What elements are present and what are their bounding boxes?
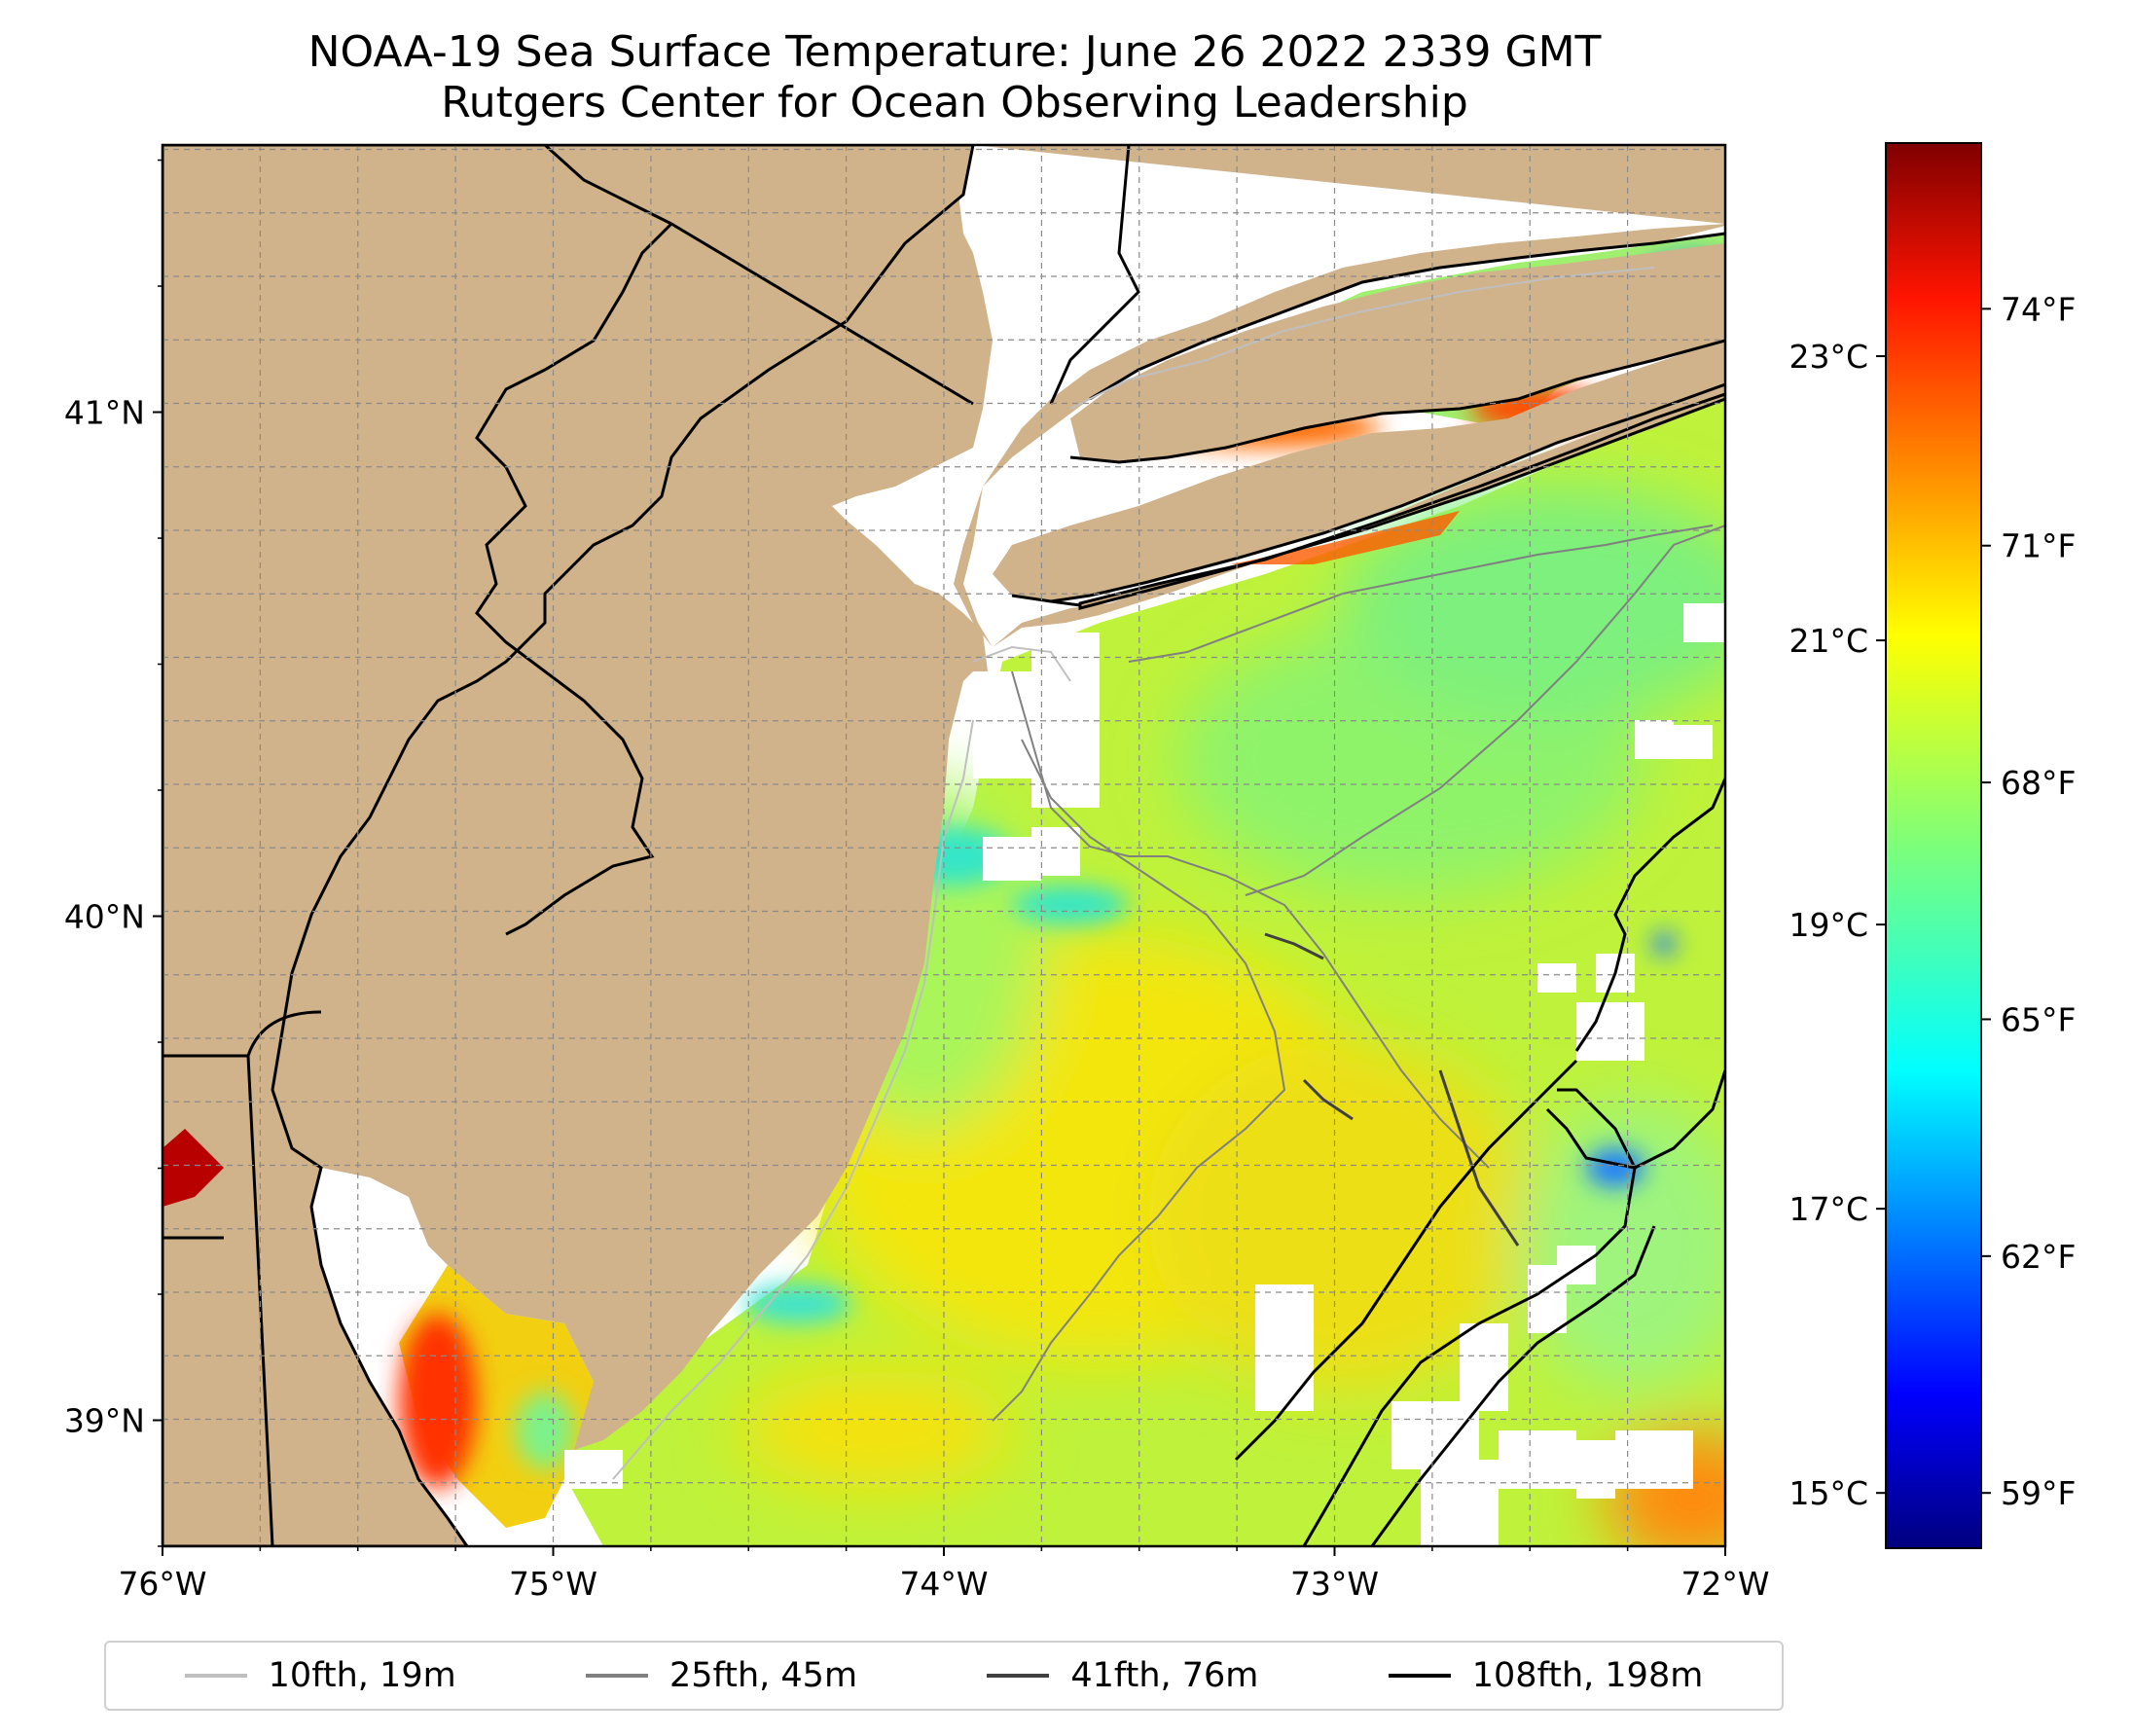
colorbar-c-label: 21°C: [1789, 622, 1868, 660]
lon-tick-label: 75°W: [509, 1565, 597, 1603]
depth-contours: [612, 267, 1725, 1546]
colorbar-f-label: 59°F: [2001, 1474, 2076, 1512]
colorbar-f-label: 62°F: [2001, 1238, 2076, 1276]
depth-legend: 10fth, 19m 25fth, 45m 41fth, 76m 108fth, 19…: [104, 1641, 1784, 1711]
colorbar-f-label: 68°F: [2001, 764, 2076, 802]
legend-item: 25fth, 45m: [586, 1656, 857, 1695]
map-panel: [163, 145, 1725, 1546]
colorbar-f-label: 71°F: [2001, 527, 2076, 565]
colorbar-c-label: 15°C: [1789, 1474, 1868, 1512]
legend-label: 41fth, 76m: [1070, 1656, 1259, 1695]
colorbar: [1885, 142, 1982, 1549]
lat-tick-label: 40°N: [64, 898, 145, 936]
legend-item: 41fth, 76m: [987, 1656, 1258, 1695]
marsh-patch: [163, 1129, 224, 1207]
legend-label: 25fth, 45m: [669, 1656, 858, 1695]
map-gridlines: [163, 145, 1725, 1546]
map-axes: 76°W 75°W 74°W 73°W 72°W 41°N 40°N 39°N: [64, 159, 1770, 1603]
colorbar-f-label: 65°F: [2001, 1000, 2076, 1038]
legend-line-swatch: [987, 1674, 1050, 1678]
state-borders: [163, 145, 1140, 1546]
colorbar-c-label: 17°C: [1789, 1190, 1868, 1228]
legend-label: 10fth, 19m: [268, 1656, 456, 1695]
colorbar-c-label: 23°C: [1789, 338, 1868, 376]
legend-item: 10fth, 19m: [184, 1656, 456, 1695]
legend-item: 108fth, 198m: [1388, 1656, 1704, 1695]
land: [163, 145, 1725, 1546]
colorbar-ticks: 59°F 62°F 65°F 68°F 71°F 74°F 15°C 17°C 19°C 21°C…: [1789, 290, 2076, 1512]
legend-label: 108fth, 198m: [1471, 1656, 1704, 1695]
colorbar-c-label: 19°C: [1789, 906, 1868, 944]
legend-line-swatch: [586, 1674, 649, 1678]
lon-tick-label: 73°W: [1290, 1565, 1379, 1603]
lon-tick-label: 74°W: [899, 1565, 988, 1603]
legend-line-swatch: [1388, 1674, 1451, 1678]
lat-tick-label: 41°N: [64, 394, 145, 432]
lon-tick-label: 76°W: [118, 1565, 206, 1603]
colorbar-f-label: 74°F: [2001, 290, 2076, 328]
map-title-line2: Rutgers Center for Ocean Observing Leade…: [441, 78, 1468, 127]
cloud-mask: [564, 331, 1725, 1546]
legend-line-swatch: [184, 1674, 247, 1678]
lon-tick-label: 72°W: [1680, 1565, 1769, 1603]
lat-tick-label: 39°N: [64, 1402, 145, 1440]
map-title-line1: NOAA-19 Sea Surface Temperature: June 26…: [307, 27, 1602, 77]
